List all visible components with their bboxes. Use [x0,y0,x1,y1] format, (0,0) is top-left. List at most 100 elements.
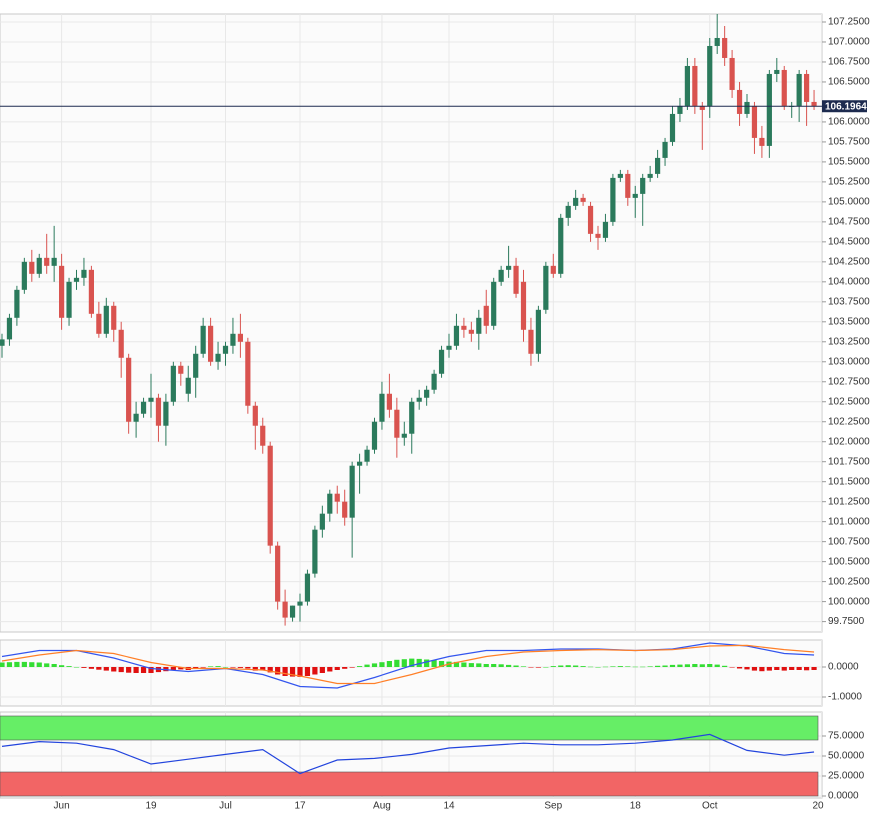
y-tick-label: 103.2500 [828,336,870,347]
candle-body [580,197,586,202]
candle-body [453,325,460,346]
macd-histogram-bar [0,662,5,667]
candle-body [774,69,780,74]
macd-histogram-bar [222,667,229,668]
macd-histogram-bar [438,661,445,667]
candle-body [237,333,243,342]
candle-body [111,305,117,330]
macd-histogram-bar [722,665,728,667]
candle-body [267,445,273,546]
y-tick-label: 104.7500 [828,217,870,228]
macd-histogram-bar [111,667,117,672]
candle-body [438,349,445,374]
macd-histogram-bar [118,667,124,673]
y-tick-label: 100.2500 [828,576,870,587]
candle-body [178,365,184,374]
candle-body [379,393,385,422]
macd-histogram-bar [640,666,646,668]
macd-histogram-bar [342,667,348,669]
macd-histogram-bar [520,666,527,667]
y-tick-label: 101.7500 [828,456,870,467]
macd-histogram-bar [506,664,512,667]
candle-body [669,113,676,142]
macd-histogram-bar [200,667,206,668]
macd-histogram-bar [364,664,370,667]
candle-body [595,233,601,238]
candle-body [222,345,229,354]
macd-histogram-bar [29,662,35,667]
candle-body [148,397,154,402]
y-tick-label: 106.5000 [828,77,870,88]
candle-body [610,177,616,222]
candle-body [155,397,162,426]
y-tick-label: 107.2500 [828,17,870,28]
candle-body [230,333,236,346]
candle-body [371,421,378,450]
macd-histogram-bar [558,665,564,667]
y-tick-label: 107.0000 [828,37,870,48]
x-tick-label: 14 [443,801,455,812]
macd-histogram-bar [498,664,504,667]
candle-body [289,605,296,618]
candle-body [804,73,810,102]
y-tick-label: 103.7500 [828,296,870,307]
macd-histogram-bar [394,659,400,667]
candle-body [401,433,407,438]
candle-body [416,397,422,402]
macd-histogram-bar [401,659,407,667]
macd-histogram-bar [357,666,363,667]
candle-body [282,601,288,618]
macd-line [1,642,815,689]
macd-histogram-bar [580,666,586,667]
candle-body [51,257,57,266]
macd-histogram-bar [781,667,787,671]
candle-body [491,281,497,326]
macd-histogram-bar [44,663,50,667]
macd-histogram-bar [245,667,251,669]
macd-histogram-bar [796,667,802,670]
candle-body [506,265,512,270]
macd-histogram-bar [543,667,549,668]
y-tick-label: 101.5000 [828,476,870,487]
candle-body [662,141,668,158]
macd-histogram-bar [416,658,422,667]
macd-histogram-bar [334,667,340,670]
macd-histogram-bar [595,667,601,668]
y-tick-label: 104.0000 [828,276,870,287]
macd-histogram-bar [178,667,184,670]
macd-histogram-bar [468,663,474,667]
macd-histogram-bar [386,661,392,667]
y-tick-label: 102.0000 [828,436,870,447]
y-tick-label: 0.0000 [828,791,859,802]
candle-body [811,101,817,106]
candle-body [461,325,467,330]
x-tick-label: Oct [702,801,718,812]
candle-body [0,339,5,346]
macd-histogram-bar [349,667,355,668]
macd-histogram-bar [252,667,258,671]
last-price-label: 106.1964 [825,101,867,112]
macd-histogram-bar [431,660,437,667]
candle-body [528,329,534,354]
candle-body [498,269,504,282]
candle-body [655,157,661,174]
candle-body [327,493,333,514]
candle-body [513,265,519,294]
macd-histogram-bar [573,665,579,667]
last-price-box [822,100,867,113]
macd-histogram-bar [170,667,176,671]
candle-body [103,305,109,334]
macd-histogram-bar [289,667,296,677]
y-tick-label: 25.0000 [828,771,865,782]
x-tick-label: 20 [812,801,824,812]
y-tick-label: 100.0000 [828,596,870,607]
candle-body [550,265,556,274]
macd-histogram-bar [692,664,698,667]
y-tick-label: 99.7500 [828,616,865,627]
candle-body [193,353,199,378]
rsi-line [1,733,815,775]
candle-body [297,601,303,606]
candle-body [751,105,758,138]
macd-histogram-bar [73,667,80,668]
candle-body [781,69,787,106]
